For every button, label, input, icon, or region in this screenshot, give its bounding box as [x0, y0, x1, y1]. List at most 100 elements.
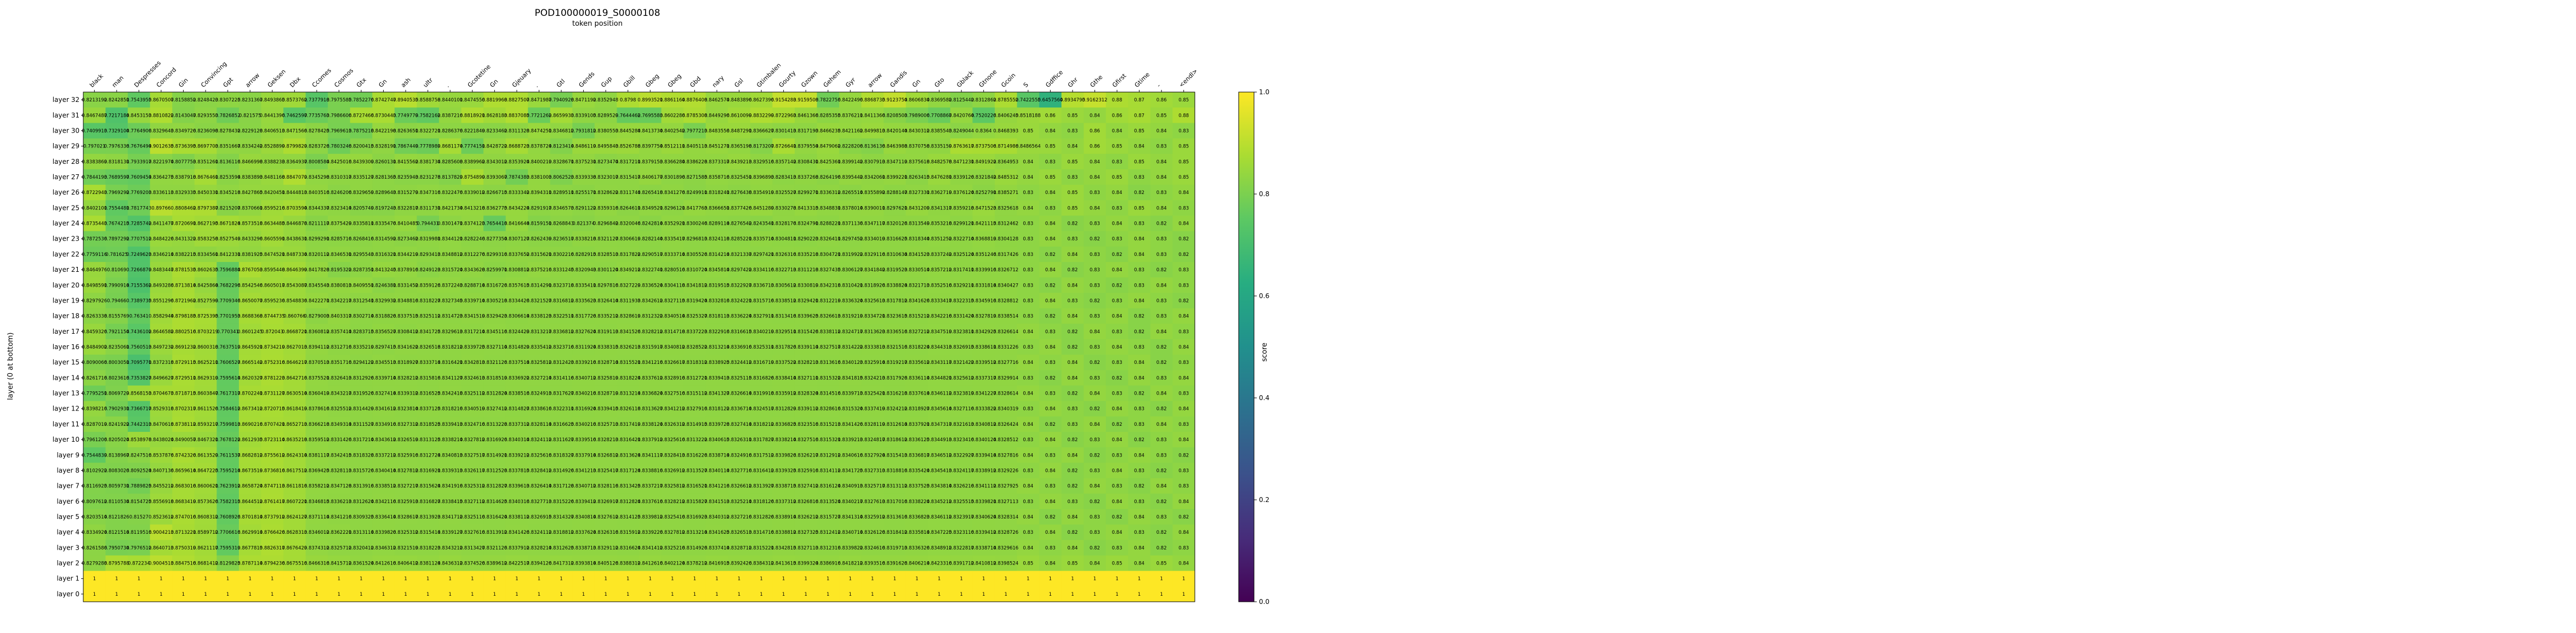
cell-value-label: 0.8321126 [482, 360, 507, 366]
cell-value-label: 0.770341 [216, 329, 239, 335]
cell-value-label: 0.84 [1178, 499, 1189, 505]
cell-value-label: 0.8337515 [393, 314, 418, 320]
cell-value-label: 0.8340123 [837, 360, 863, 366]
cell-value-label: 1 [271, 592, 273, 597]
y-tick-label: layer 1 [56, 575, 79, 583]
heatmap-cell [1084, 185, 1107, 201]
cell-value-label: 0.8413245 [371, 267, 396, 273]
cell-value-label: 0.8420144 [882, 128, 907, 134]
cell-value-label: 0.83 [1134, 499, 1144, 505]
cell-value-label: 0.8310634 [882, 252, 907, 258]
heatmap-cell [461, 200, 484, 216]
cell-value-label: 0.8802516 [171, 329, 196, 335]
cell-value-label: 0.8425016 [326, 159, 351, 165]
cell-value-label: 0.8325812 [660, 484, 685, 489]
cell-value-label: 0.84 [1156, 484, 1167, 489]
cell-value-label: 0.82 [1090, 298, 1100, 304]
heatmap-cell [483, 153, 506, 170]
cell-value-label: 0.8351261 [193, 159, 218, 165]
cell-value-label: 0.8720715 [260, 407, 285, 412]
cell-value-label: 0.8781535 [171, 267, 196, 273]
cell-value-label: 0.8360812 [304, 329, 329, 335]
cell-value-label: 0.8403317 [326, 314, 351, 320]
cell-value-label: 0.8339213 [837, 437, 863, 443]
cell-value-label: 1 [671, 577, 674, 582]
cell-value-label: 0.8313222 [682, 437, 707, 443]
heatmap-cell [150, 153, 173, 170]
cell-value-label: 0.8339412 [971, 530, 996, 535]
cell-value-label: 1 [626, 577, 629, 582]
heatmap-cell [372, 185, 395, 201]
heatmap-cell [150, 107, 173, 123]
cell-value-label: 0.7961206 [82, 437, 107, 443]
cell-value-label: 0.8837085 [504, 113, 529, 118]
cell-value-label: 0.83 [1112, 298, 1122, 304]
cell-value-label: 0.8323116 [949, 530, 974, 535]
cell-value-label: 0.7874383 [504, 175, 529, 180]
cell-value-label: 0.7875218 [349, 128, 374, 134]
cell-value-label: 0.84 [1134, 360, 1144, 366]
cell-value-label: 1 [159, 592, 162, 597]
heatmap-cell [639, 153, 662, 170]
cell-value-label: 0.8249044 [949, 128, 974, 134]
cell-value-label: 0.86 [1090, 128, 1100, 134]
cell-value-label: 0.8282144 [637, 237, 663, 242]
cell-value-label: 0.7889825 [126, 484, 151, 489]
cell-value-label: 0.83 [1023, 221, 1033, 227]
cell-value-label: 0.8794236 [260, 561, 285, 567]
cell-value-label: 0.8325712 [326, 545, 351, 551]
heatmap-cell [1172, 185, 1195, 201]
y-tick-label: layer 26 [53, 189, 79, 196]
heatmap-cell [238, 169, 261, 185]
cell-value-label: 0.8336713 [749, 283, 774, 288]
cell-value-label: 0.83 [1090, 375, 1100, 381]
cell-value-label: 0.8526788 [615, 144, 641, 150]
chart-title: POD100000019_S0000108 [534, 8, 660, 19]
cell-value-label: 0.8358716 [704, 175, 730, 180]
cell-value-label: 0.8326414 [593, 298, 618, 304]
x-tick-label: Gends [578, 70, 596, 89]
cell-value-label: 0.84 [1112, 345, 1122, 350]
cell-value-label: 0.8329643 [149, 128, 174, 134]
cell-value-label: 0.8348831 [816, 206, 841, 211]
cell-value-label: 0.8389612 [482, 561, 507, 567]
cell-value-label: 0.8325616 [526, 453, 551, 458]
cell-value-label: 0.8487334 [282, 252, 307, 258]
heatmap-cell [438, 200, 462, 216]
cell-value-label: 0.8499813 [860, 128, 885, 134]
heatmap-cell [1039, 200, 1062, 216]
cell-value-label: 0.83 [1090, 437, 1100, 443]
cell-value-label: 0.8321127 [593, 237, 618, 242]
cell-value-label: 0.8315279 [393, 190, 418, 196]
cell-value-label: 0.8321527 [526, 298, 551, 304]
cell-value-label: 0.8327517 [816, 345, 841, 350]
cell-value-label: 0.8341519 [460, 314, 485, 320]
cell-value-label: 0.82 [1134, 329, 1144, 335]
cell-value-label: 0.8324717 [837, 329, 863, 335]
cell-value-label: 0.8605591 [260, 237, 285, 242]
cell-value-label: 0.7844193 [82, 175, 107, 180]
cell-value-label: 0.83 [1045, 545, 1056, 551]
cell-value-label: 0.82 [1134, 437, 1144, 443]
heatmap-cell [261, 138, 284, 155]
colorbar-tick-label: 1.0 [1259, 88, 1269, 96]
cell-value-label: 0.8324429 [504, 329, 529, 335]
x-tick-label: Gn [488, 78, 499, 89]
cell-value-label: 0.8496627 [149, 375, 174, 381]
cell-value-label: 0.8317128 [549, 484, 574, 489]
cell-value-label: 0.8327115 [660, 298, 685, 304]
cell-value-label: 0.83 [1023, 252, 1033, 258]
cell-value-label: 0.8337268 [793, 175, 818, 180]
cell-value-label: 0.7706616 [215, 530, 241, 535]
cell-value-label: 0.8324213 [860, 375, 885, 381]
heatmap-cell [283, 138, 306, 155]
cell-value-label: 1 [626, 592, 629, 597]
cell-value-label: 0.8327325 [793, 530, 818, 535]
heatmap-cell [350, 123, 373, 139]
cell-value-label: 0.7409913 [82, 128, 107, 134]
cell-value-label: 0.8484902 [82, 345, 107, 350]
cell-value-label: 0.81527 [129, 515, 149, 520]
cell-value-label: 0.8387918 [171, 175, 196, 180]
